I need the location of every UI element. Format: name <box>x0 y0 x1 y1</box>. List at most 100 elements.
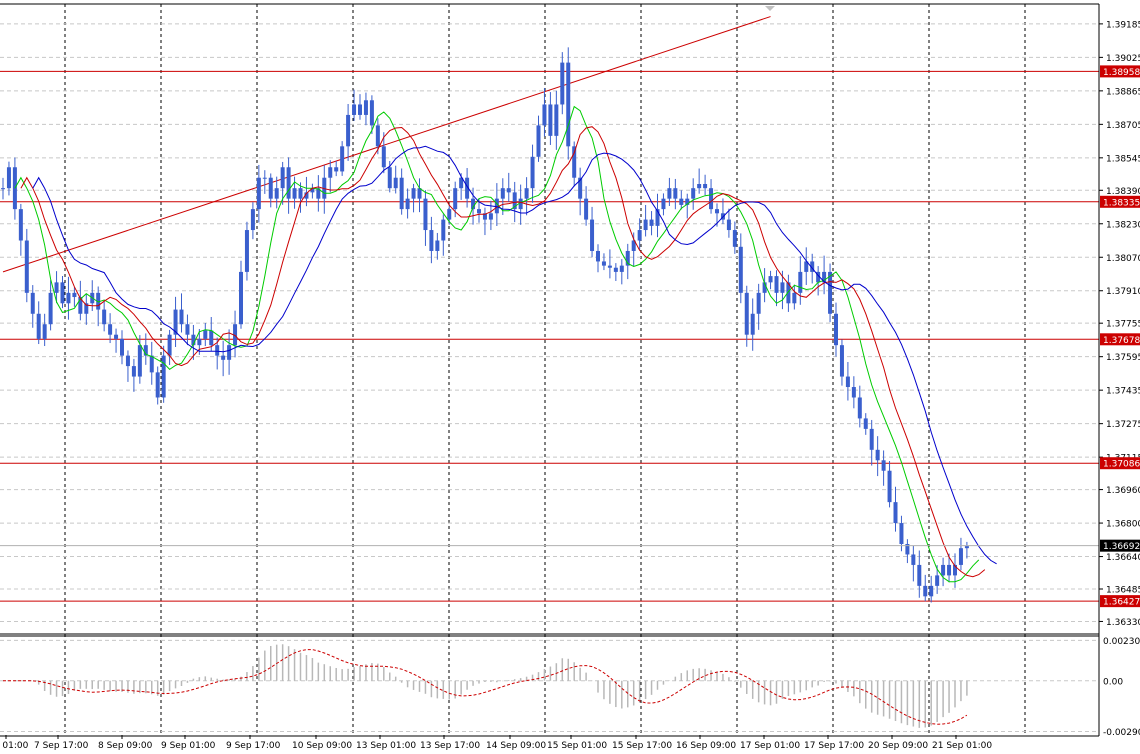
price-bar <box>102 309 107 325</box>
price-bar <box>304 192 309 199</box>
x-tick-label: 9 Sep 01:00 <box>161 741 216 751</box>
price-bar <box>179 309 184 325</box>
grid <box>0 4 1099 735</box>
price-bar <box>857 397 862 419</box>
price-bar <box>155 372 160 398</box>
price-bar <box>203 330 208 339</box>
price-bar <box>601 261 606 266</box>
price-bar <box>667 188 672 199</box>
level-label: 1.37086 <box>1103 460 1140 470</box>
price-bar <box>607 265 612 268</box>
current-price-label: 1.36692 <box>1103 542 1140 552</box>
price-bar <box>30 292 35 314</box>
price-bar <box>167 334 172 356</box>
price-bar <box>346 114 351 147</box>
price-bar <box>655 209 660 226</box>
price-bar <box>744 292 749 335</box>
x-tick-label: 17 Sep 17:00 <box>804 741 864 751</box>
price-bar <box>613 267 618 272</box>
price-bar <box>173 309 178 335</box>
y-axis: 1.39185 1.39025 1.38865 1.38705 1.38545 1.383… <box>1099 20 1140 628</box>
sub-plot <box>0 639 1099 732</box>
price-bar <box>286 167 291 199</box>
price-bar <box>387 167 392 189</box>
price-bar <box>964 546 969 549</box>
y-tick-label: 1.38390 <box>1106 187 1140 197</box>
x-tick-label: 13 Sep 17:00 <box>420 741 480 751</box>
price-bar <box>48 292 53 325</box>
price-bar <box>488 213 493 220</box>
x-tick-label: 21 Sep 01:00 <box>932 741 992 751</box>
price-bar <box>465 177 470 199</box>
ma-fast-line <box>14 105 980 583</box>
price-bar <box>453 188 458 210</box>
price-bar <box>506 188 511 193</box>
price-bar <box>340 146 345 172</box>
y-tick-label: 1.39185 <box>1106 20 1140 30</box>
price-bar <box>958 548 963 565</box>
price-bar <box>839 345 844 377</box>
ma-medium-line <box>20 126 986 578</box>
price-bar <box>738 246 743 293</box>
x-tick-label: 9 Sep 17:00 <box>226 741 281 751</box>
price-bar <box>42 324 47 339</box>
price-bar <box>227 345 232 360</box>
price-bar <box>828 271 833 314</box>
x-tick-label: 7 Sep 17:00 <box>34 741 89 751</box>
price-bar <box>596 250 600 262</box>
y-tick-label: 1.38230 <box>1106 220 1140 230</box>
price-bar <box>536 125 541 157</box>
price-bar <box>1 188 5 190</box>
price-bar <box>816 271 821 283</box>
price-bar <box>459 177 464 189</box>
price-bar <box>863 418 868 429</box>
price-bar <box>953 564 957 576</box>
x-tick-label: 13 Sep 01:00 <box>356 741 416 751</box>
price-bar <box>221 355 226 360</box>
price-bar <box>292 188 297 199</box>
price-bar <box>661 198 666 210</box>
price-bar <box>316 188 321 199</box>
level-label: 1.37678 <box>1103 336 1140 346</box>
y-tick-label: 1.36330 <box>1106 618 1140 628</box>
price-bar <box>417 188 422 199</box>
moving-averages <box>14 105 997 583</box>
price-bar <box>477 209 481 214</box>
y-tick-label: 1.37910 <box>1106 287 1140 297</box>
price-bar <box>429 230 434 251</box>
price-bar <box>96 292 101 310</box>
price-bar <box>114 334 119 339</box>
price-bar <box>78 297 83 314</box>
price-bar <box>482 213 487 220</box>
price-bar <box>709 188 714 210</box>
price-bar <box>691 188 696 199</box>
price-bar <box>274 188 279 199</box>
price-bar <box>18 209 23 241</box>
current-price-tag <box>1100 539 1140 552</box>
price-bar <box>715 209 719 214</box>
x-tick-label: 15 Sep 01:00 <box>547 741 607 751</box>
price-bar <box>233 324 238 346</box>
price-bar <box>447 209 452 220</box>
sub-grid <box>0 639 1099 732</box>
price-bar <box>280 167 285 189</box>
price-bar <box>947 564 952 576</box>
price-bar <box>649 219 654 226</box>
scroll-marker-icon[interactable] <box>765 6 775 11</box>
price-bar <box>209 330 214 346</box>
price-bar <box>268 177 273 199</box>
sub-y-axis: 0.002308 0.00 -0.00290 <box>1103 637 1140 738</box>
price-bar <box>393 177 398 189</box>
price-bar <box>935 575 940 586</box>
price-bar <box>161 355 166 398</box>
price-bar <box>792 292 797 304</box>
y-tick-label: 1.37275 <box>1106 420 1140 430</box>
price-bar <box>239 271 243 325</box>
price-bar <box>917 564 922 586</box>
ma-slow-line <box>32 145 997 565</box>
x-tick-label: 10 Sep 09:00 <box>292 741 352 751</box>
trendline[interactable] <box>2 16 771 273</box>
price-bar <box>679 198 684 205</box>
price-bar <box>941 564 946 576</box>
